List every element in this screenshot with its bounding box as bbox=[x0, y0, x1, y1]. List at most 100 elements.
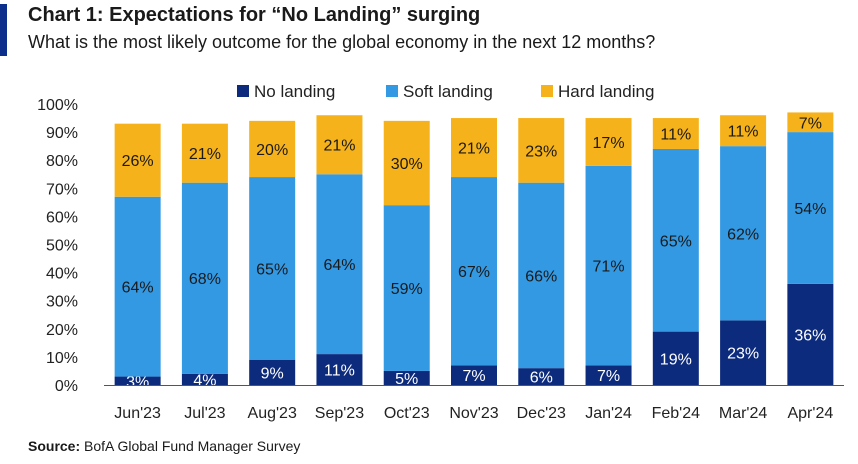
y-tick-label: 100% bbox=[37, 97, 78, 114]
bar-segment-hard-landing bbox=[451, 118, 497, 178]
y-tick-label: 60% bbox=[46, 209, 78, 226]
bar-segment-soft-landing bbox=[518, 182, 565, 369]
data-label-hard-landing: 20% bbox=[256, 142, 288, 159]
data-label-no-landing: 23% bbox=[727, 346, 759, 363]
data-label-hard-landing: 30% bbox=[391, 156, 423, 173]
bar-segment-soft-landing bbox=[652, 148, 699, 332]
bar-segment-no-landing bbox=[518, 368, 565, 385]
y-tick-label: 50% bbox=[46, 238, 78, 255]
bar-segment-hard-landing bbox=[585, 118, 632, 166]
y-tick-label: 80% bbox=[46, 153, 78, 170]
source-note: Source: BofA Global Fund Manager Survey bbox=[28, 438, 300, 454]
legend-swatch bbox=[541, 85, 553, 97]
bar-segment-hard-landing bbox=[181, 123, 228, 183]
y-tick-label: 90% bbox=[46, 125, 78, 142]
source-text: BofA Global Fund Manager Survey bbox=[80, 438, 301, 454]
data-label-no-landing: 7% bbox=[597, 368, 620, 385]
bar-segment-soft-landing bbox=[585, 165, 632, 366]
data-label-hard-landing: 7% bbox=[799, 115, 822, 132]
bar-segment-no-landing bbox=[249, 359, 296, 385]
x-tick-label: Jan'24 bbox=[585, 405, 632, 422]
legend-label: Hard landing bbox=[558, 82, 654, 101]
legend: No landing Soft landing Hard landing bbox=[237, 82, 654, 101]
y-tick-label: 30% bbox=[46, 294, 78, 311]
data-label-soft-landing: 68% bbox=[189, 271, 221, 288]
x-tick-label: Dec'23 bbox=[517, 405, 566, 422]
legend-label: Soft landing bbox=[403, 82, 493, 101]
data-label-soft-landing: 54% bbox=[794, 201, 826, 218]
bar-segment-hard-landing bbox=[249, 120, 296, 178]
bar-segment-soft-landing bbox=[249, 177, 296, 360]
bar-segment-hard-landing bbox=[652, 118, 699, 149]
bar-segment-no-landing bbox=[383, 370, 430, 385]
x-tick-label: Sep'23 bbox=[315, 405, 364, 422]
data-label-no-landing: 4% bbox=[193, 372, 216, 389]
x-axis: Jun'23 Jul'23 Aug'23 Sep'23 Oct'23 Nov'23 Dec'… bbox=[104, 385, 844, 422]
bar-segment-soft-landing bbox=[451, 177, 497, 366]
data-label-no-landing: 6% bbox=[530, 370, 553, 387]
data-label-soft-landing: 65% bbox=[660, 233, 692, 250]
bar-segment-hard-landing bbox=[114, 123, 161, 197]
bar-segment-no-landing bbox=[114, 376, 161, 385]
data-label-hard-landing: 17% bbox=[593, 135, 625, 152]
data-label-no-landing: 5% bbox=[395, 371, 418, 388]
data-label-hard-landing: 21% bbox=[458, 141, 490, 158]
y-tick-label: 20% bbox=[46, 322, 78, 339]
bar-segment-no-landing bbox=[181, 373, 228, 385]
data-label-hard-landing: 11% bbox=[728, 124, 759, 141]
source-label: Source: bbox=[28, 438, 81, 454]
data-label-hard-landing: 26% bbox=[122, 153, 154, 170]
data-label-soft-landing: 62% bbox=[727, 226, 759, 243]
x-tick-label: Nov'23 bbox=[449, 405, 498, 422]
x-tick-label: Apr'24 bbox=[787, 405, 833, 422]
data-label-soft-landing: 64% bbox=[122, 280, 154, 297]
x-tick-label: Feb'24 bbox=[652, 405, 701, 422]
x-tick-label: Jul'23 bbox=[184, 405, 225, 422]
data-label-soft-landing: 64% bbox=[323, 257, 355, 274]
data-label-no-landing: 36% bbox=[794, 327, 826, 344]
y-tick-label: 0% bbox=[55, 378, 78, 395]
data-label-soft-landing: 71% bbox=[593, 259, 625, 276]
bar-segment-no-landing bbox=[720, 320, 767, 385]
x-tick-label: Oct'23 bbox=[384, 405, 430, 422]
bar-segment-soft-landing bbox=[316, 174, 363, 355]
bar-segment-hard-landing bbox=[787, 112, 834, 133]
chart-subtitle: What is the most likely outcome for the … bbox=[28, 32, 656, 52]
data-label-soft-landing: 65% bbox=[256, 261, 288, 278]
data-label-no-landing: 3% bbox=[126, 374, 149, 391]
bar-segment-soft-landing bbox=[181, 182, 228, 374]
data-label-soft-landing: 59% bbox=[391, 281, 423, 298]
data-label-hard-landing: 11% bbox=[660, 127, 691, 144]
bars: 3% 64% 26% 4% 68% 21% 9% 65% 20% 11% 64% 21% 5% 59% 30… bbox=[114, 112, 834, 391]
data-label-soft-landing: 67% bbox=[458, 264, 490, 281]
bar-segment-soft-landing bbox=[114, 196, 161, 377]
legend-label: No landing bbox=[254, 82, 335, 101]
legend-swatch bbox=[386, 85, 398, 97]
data-label-no-landing: 19% bbox=[660, 351, 692, 368]
bar-segment-hard-landing bbox=[383, 120, 430, 206]
bar-segment-no-landing bbox=[585, 365, 632, 385]
data-label-no-landing: 11% bbox=[324, 363, 355, 380]
bar-segment-hard-landing bbox=[316, 115, 363, 175]
chart-title: Chart 1: Expectations for “No Landing” s… bbox=[28, 4, 481, 26]
bar-segment-soft-landing bbox=[383, 205, 430, 371]
data-label-no-landing: 7% bbox=[462, 368, 485, 385]
y-tick-label: 40% bbox=[46, 266, 78, 283]
bar-segment-no-landing bbox=[316, 354, 363, 385]
bar-segment-no-landing bbox=[787, 283, 834, 385]
bar-segment-soft-landing bbox=[787, 132, 834, 284]
y-tick-label: 10% bbox=[46, 350, 78, 367]
bar-segment-hard-landing bbox=[518, 118, 565, 183]
bar-segment-soft-landing bbox=[720, 146, 767, 321]
data-label-hard-landing: 23% bbox=[525, 143, 557, 160]
legend-swatch bbox=[237, 85, 249, 97]
y-tick-label: 70% bbox=[46, 181, 78, 198]
bar-segment-hard-landing bbox=[720, 115, 767, 147]
data-label-soft-landing: 66% bbox=[525, 268, 557, 285]
bar-segment-no-landing bbox=[451, 365, 497, 385]
x-tick-label: Mar'24 bbox=[719, 405, 768, 422]
y-axis: 0% 10% 20% 30% 40% 50% 60% 70% 80% 90% 100% bbox=[37, 97, 78, 395]
data-label-hard-landing: 21% bbox=[323, 138, 355, 155]
bar-segment-no-landing bbox=[652, 331, 699, 385]
